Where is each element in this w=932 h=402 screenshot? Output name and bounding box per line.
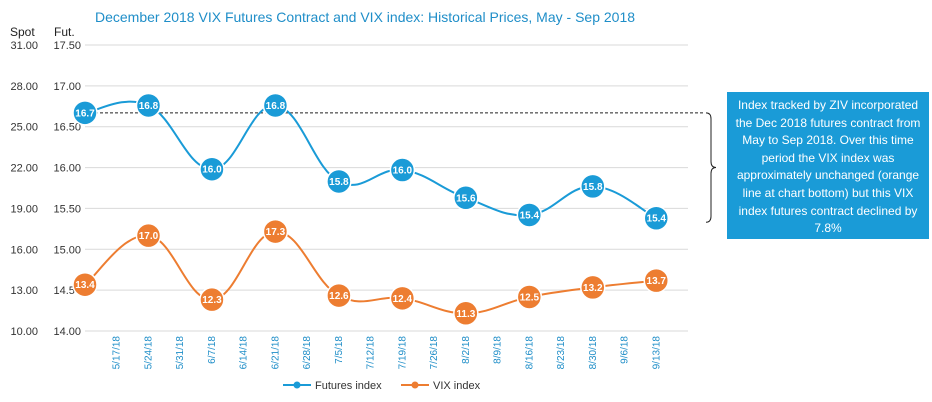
vix-index-data-label: 12.5 bbox=[520, 292, 540, 303]
futures-index-data-label: 16.8 bbox=[139, 101, 159, 112]
series-markers: 16.7 16.8 16.0 16.8 15.8 16.0 15.6 15.4 15.8 15.4… bbox=[72, 92, 670, 327]
futures-tick-label: 14.00 bbox=[53, 326, 81, 338]
spot-tick-label: 13.00 bbox=[10, 285, 38, 297]
x-tick-label: 9/6/18 bbox=[620, 336, 631, 364]
futures-index-data-label: 16.8 bbox=[266, 101, 286, 112]
vix-index-point bbox=[516, 284, 543, 310]
x-tick-label: 7/19/18 bbox=[397, 336, 408, 370]
x-tick-label: 7/5/18 bbox=[334, 336, 345, 364]
futures-index-data-label: 15.8 bbox=[329, 177, 349, 188]
x-tick-label: 5/24/18 bbox=[143, 336, 154, 370]
futures-index-point bbox=[516, 202, 543, 228]
vix-index-point bbox=[453, 300, 479, 327]
legend: Futures index VIX index bbox=[283, 380, 481, 392]
spot-tick-label: 31.00 bbox=[10, 40, 38, 52]
vix-index-point bbox=[262, 218, 289, 245]
x-tick-label: 9/13/18 bbox=[651, 336, 662, 370]
vix-index-data-label: 11.3 bbox=[456, 309, 475, 320]
futures-index-point bbox=[643, 205, 670, 231]
futures-tick-label: 15.50 bbox=[53, 203, 81, 215]
futures-index-point bbox=[72, 100, 98, 126]
spot-tick-label: 22.00 bbox=[10, 163, 38, 175]
x-tick-label: 8/2/18 bbox=[461, 336, 472, 364]
futures-index-point bbox=[389, 157, 416, 183]
x-tick-label: 7/26/18 bbox=[429, 336, 440, 370]
annotation-bracket-group bbox=[705, 112, 717, 223]
futures-index-data-label: 16.0 bbox=[202, 165, 222, 176]
spot-tick-label: 16.00 bbox=[10, 244, 38, 256]
futures-tick-label: 16.00 bbox=[53, 163, 81, 175]
futures-index-point bbox=[326, 168, 352, 195]
futures-tick-label: 15.00 bbox=[53, 244, 81, 256]
futures-tick-label: 17.50 bbox=[53, 40, 81, 52]
futures-tick-label: 17.00 bbox=[53, 81, 81, 93]
vix-index-point bbox=[135, 222, 162, 249]
x-tick-label: 8/23/18 bbox=[556, 336, 567, 370]
vix-index-data-label: 13.2 bbox=[583, 283, 603, 294]
x-tick-label: 5/31/18 bbox=[175, 336, 186, 370]
futures-index-data-label: 15.4 bbox=[647, 214, 667, 225]
y-axis-ticks: 31.00 17.50 28.00 17.00 25.00 16.50 22.00 16.00… bbox=[10, 40, 81, 338]
vix-index-point bbox=[72, 271, 98, 298]
x-tick-label: 8/30/18 bbox=[588, 336, 599, 370]
spot-axis-label: Spot bbox=[10, 25, 35, 39]
gridlines bbox=[85, 44, 688, 332]
annotation-box: Index tracked by ZIV incorporated the De… bbox=[727, 92, 929, 239]
vix-index-line bbox=[84, 230, 657, 315]
vix-index-legend-label: VIX index bbox=[433, 380, 481, 392]
futures-index-point bbox=[453, 185, 479, 211]
vix-index-legend-marker bbox=[411, 381, 419, 389]
vix-index-data-label: 17.0 bbox=[139, 231, 159, 242]
x-tick-label: 7/12/18 bbox=[366, 336, 377, 370]
futures-index-point bbox=[199, 156, 225, 182]
chart-title: December 2018 VIX Futures Contract and V… bbox=[95, 9, 635, 25]
spot-tick-label: 28.00 bbox=[10, 81, 38, 93]
x-axis-ticks: 5/17/18 5/24/18 5/31/18 6/7/18 6/14/18 6/21/1… bbox=[112, 336, 663, 370]
vix-index-point bbox=[580, 274, 606, 301]
x-tick-label: 6/28/18 bbox=[302, 336, 313, 370]
vix-index-data-label: 13.4 bbox=[75, 280, 95, 291]
futures-index-data-label: 16.7 bbox=[75, 108, 95, 119]
futures-index-point bbox=[262, 92, 289, 119]
futures-index-data-label: 15.8 bbox=[583, 182, 603, 193]
futures-index-data-label: 16.0 bbox=[393, 166, 413, 177]
vix-index-point bbox=[199, 286, 225, 313]
x-tick-label: 8/16/18 bbox=[524, 336, 535, 370]
series-lines bbox=[84, 100, 657, 315]
spot-tick-label: 10.00 bbox=[10, 326, 38, 338]
vix-index-point bbox=[643, 267, 670, 294]
vix-index-point bbox=[389, 285, 416, 312]
x-tick-label: 6/7/18 bbox=[207, 336, 218, 364]
futures-index-line bbox=[84, 100, 657, 220]
futures-index-legend-marker bbox=[293, 381, 301, 389]
vix-index-data-label: 13.7 bbox=[647, 276, 667, 287]
x-tick-label: 5/17/18 bbox=[112, 336, 123, 370]
futures-axis-label: Fut. bbox=[54, 25, 75, 39]
x-tick-label: 6/14/18 bbox=[239, 336, 250, 370]
futures-tick-label: 16.50 bbox=[53, 122, 81, 134]
futures-index-legend-label: Futures index bbox=[315, 380, 382, 392]
futures-index-data-label: 15.6 bbox=[456, 193, 476, 204]
spot-tick-label: 19.00 bbox=[10, 203, 38, 215]
x-tick-label: 8/9/18 bbox=[493, 336, 504, 364]
vix-index-data-label: 12.3 bbox=[202, 295, 222, 306]
futures-index-point bbox=[580, 173, 606, 200]
vix-index-data-label: 17.3 bbox=[266, 227, 286, 238]
vix-index-data-label: 12.6 bbox=[329, 291, 349, 302]
vix-index-data-label: 12.4 bbox=[393, 294, 413, 305]
futures-index-data-label: 15.4 bbox=[520, 210, 540, 221]
x-tick-label: 6/21/18 bbox=[270, 336, 281, 370]
vix-index-point bbox=[326, 282, 352, 309]
futures-index-point bbox=[135, 92, 162, 119]
annotation-bracket bbox=[705, 112, 717, 223]
spot-tick-label: 25.00 bbox=[10, 122, 38, 134]
